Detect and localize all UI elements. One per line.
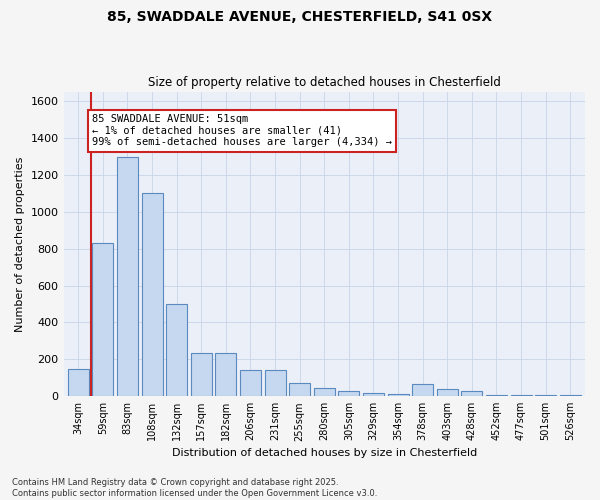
Bar: [191, 353, 212, 396]
Bar: [117, 156, 138, 396]
Bar: [265, 370, 286, 396]
Text: 85 SWADDALE AVENUE: 51sqm
← 1% of detached houses are smaller (41)
99% of semi-d: 85 SWADDALE AVENUE: 51sqm ← 1% of detach…: [92, 114, 392, 148]
Bar: [166, 304, 187, 396]
Bar: [412, 384, 433, 396]
Bar: [215, 353, 236, 396]
Bar: [142, 194, 163, 396]
Bar: [240, 370, 261, 396]
Bar: [289, 384, 310, 396]
Bar: [68, 368, 89, 396]
Bar: [363, 394, 384, 396]
Bar: [437, 389, 458, 396]
Text: Contains HM Land Registry data © Crown copyright and database right 2025.
Contai: Contains HM Land Registry data © Crown c…: [12, 478, 377, 498]
X-axis label: Distribution of detached houses by size in Chesterfield: Distribution of detached houses by size …: [172, 448, 477, 458]
Bar: [338, 390, 359, 396]
Bar: [314, 388, 335, 396]
Title: Size of property relative to detached houses in Chesterfield: Size of property relative to detached ho…: [148, 76, 501, 90]
Bar: [92, 243, 113, 396]
Bar: [461, 390, 482, 396]
Y-axis label: Number of detached properties: Number of detached properties: [15, 156, 25, 332]
Text: 85, SWADDALE AVENUE, CHESTERFIELD, S41 0SX: 85, SWADDALE AVENUE, CHESTERFIELD, S41 0…: [107, 10, 493, 24]
Bar: [388, 394, 409, 396]
